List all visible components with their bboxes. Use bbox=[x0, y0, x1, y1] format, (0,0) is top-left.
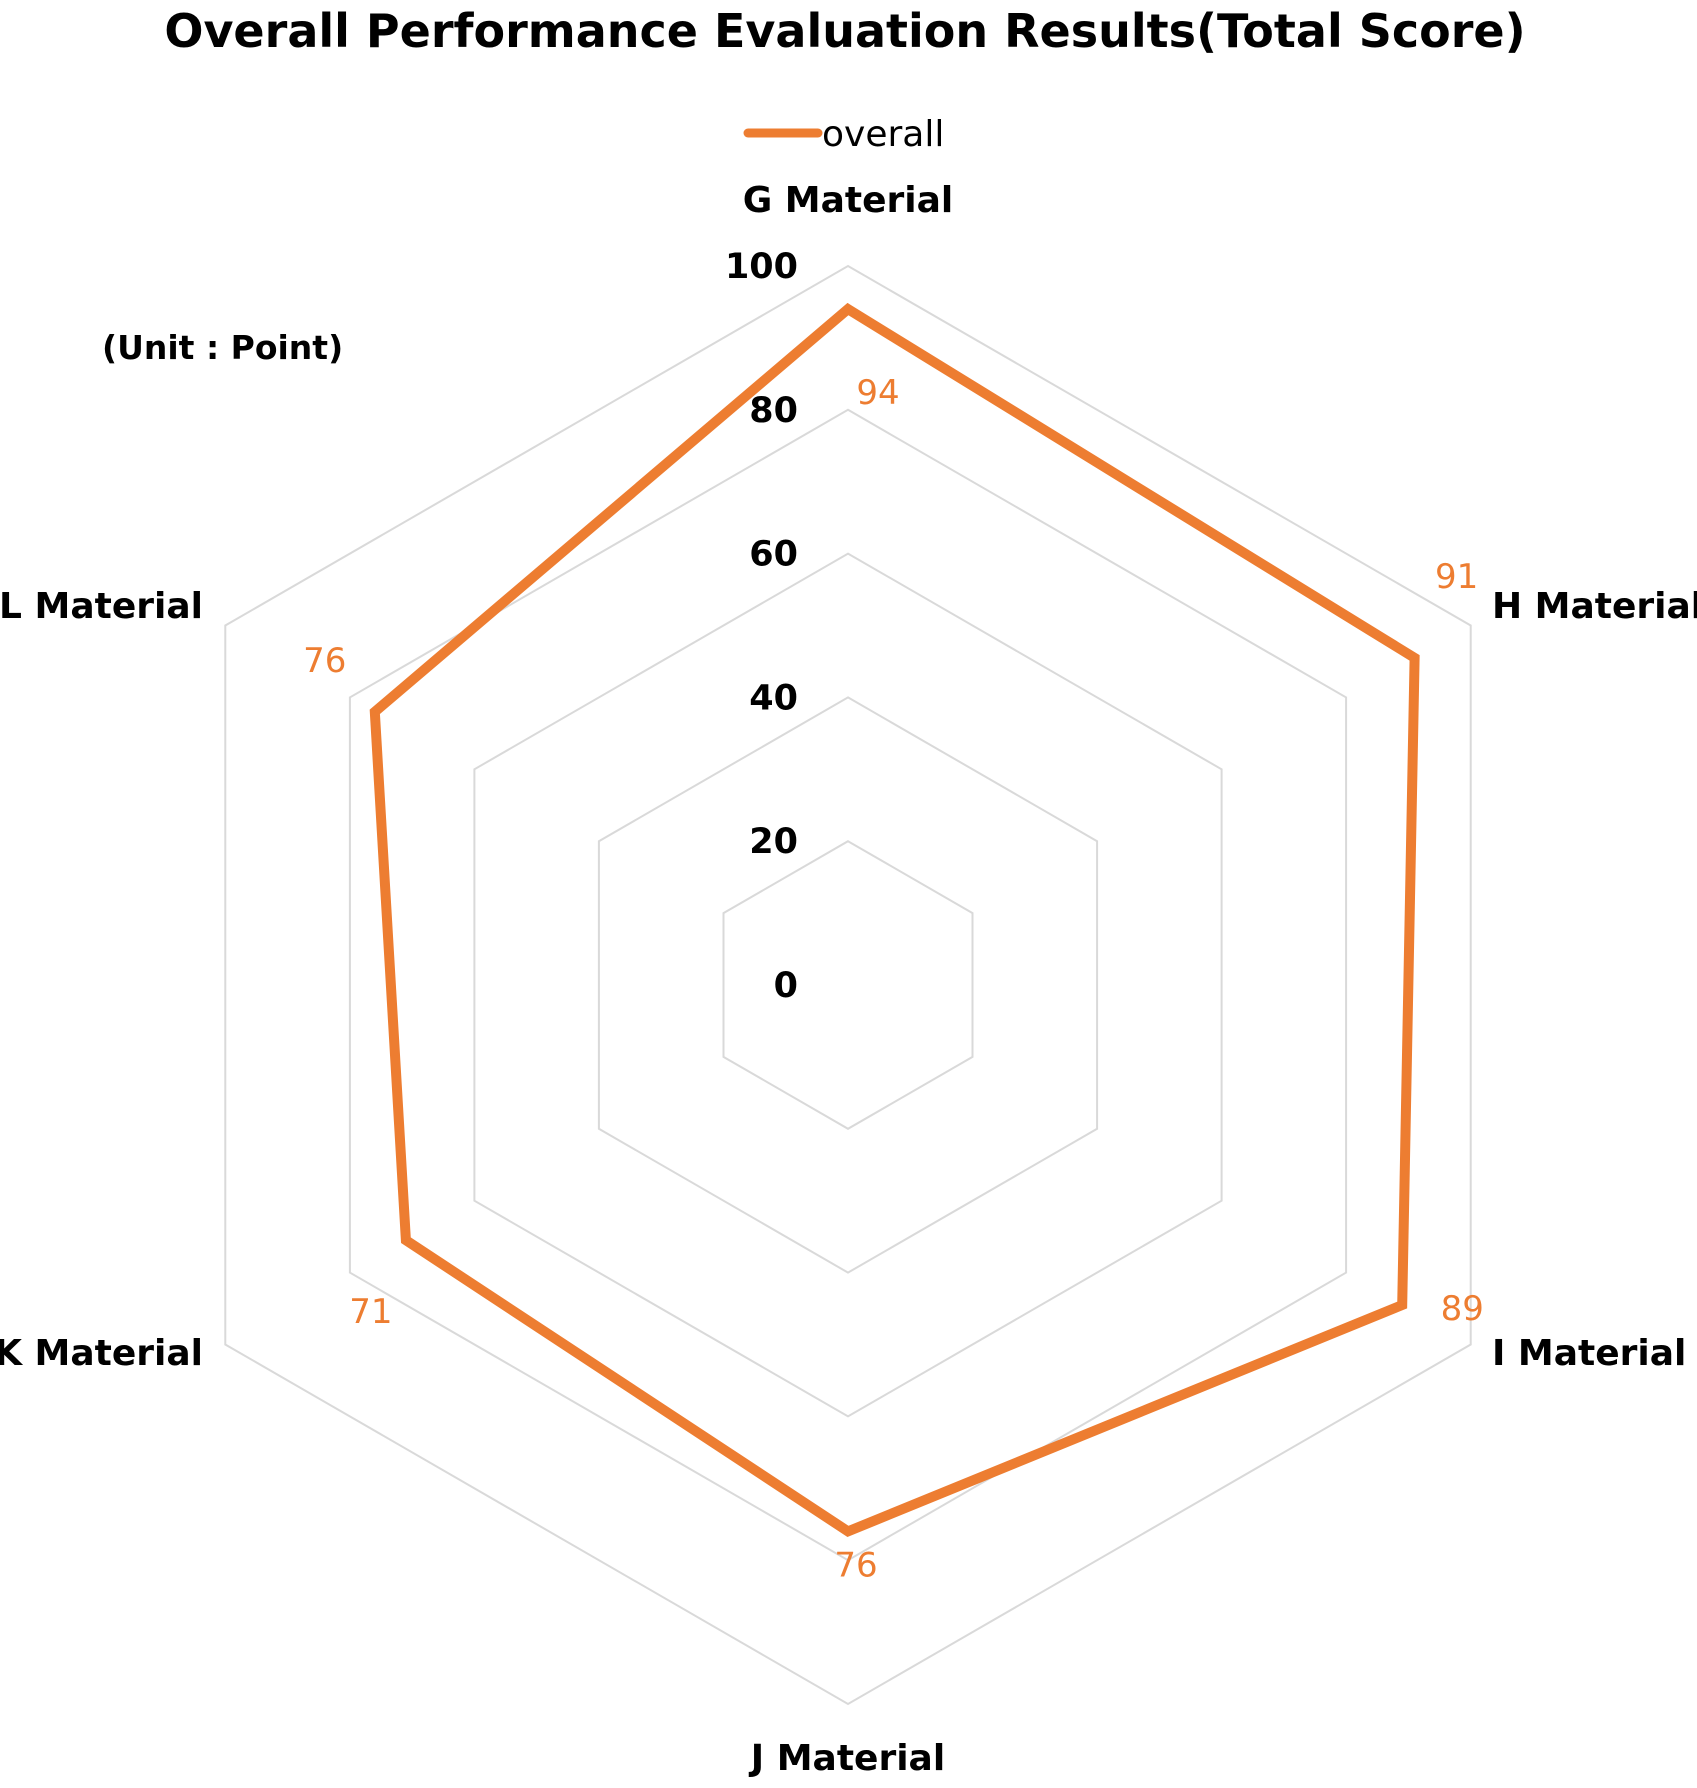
data-point bbox=[1413, 656, 1416, 659]
radar-grid bbox=[224, 264, 1472, 1706]
unit-note: (Unit : Point) bbox=[102, 328, 343, 367]
chart-title: Overall Performance Evaluation Results(T… bbox=[164, 4, 1525, 58]
tick-label: 80 bbox=[749, 391, 798, 431]
radial-tick-labels: 0 20 40 60 80 100 bbox=[725, 247, 798, 1006]
data-point bbox=[373, 710, 376, 713]
category-label: L Material bbox=[0, 586, 203, 627]
tick-label: 20 bbox=[749, 822, 798, 862]
legend: overall bbox=[743, 114, 944, 155]
data-label: 76 bbox=[834, 1545, 877, 1585]
data-point bbox=[404, 1239, 407, 1242]
tick-label: 100 bbox=[725, 247, 798, 287]
grid-ring-100 bbox=[224, 264, 1472, 1706]
category-labels: G Material H Material I Material J Material… bbox=[0, 180, 1697, 1779]
data-label: 71 bbox=[349, 1292, 392, 1332]
tick-label: 40 bbox=[749, 678, 798, 718]
data-label: 91 bbox=[1435, 557, 1478, 597]
data-point bbox=[1401, 1304, 1404, 1306]
data-point bbox=[847, 308, 849, 311]
category-label: H Material bbox=[1492, 586, 1697, 627]
category-label: I Material bbox=[1492, 1333, 1686, 1374]
tick-label: 0 bbox=[774, 966, 798, 1006]
data-label: 94 bbox=[856, 373, 899, 413]
category-label: G Material bbox=[743, 180, 954, 221]
data-labels: 94 91 89 76 71 76 bbox=[303, 373, 1484, 1585]
grid-ring-80 bbox=[348, 408, 1348, 1562]
grid-ring-20 bbox=[722, 840, 974, 1130]
grid-ring-60 bbox=[473, 552, 1223, 1418]
tick-label: 60 bbox=[749, 535, 798, 575]
legend-label: overall bbox=[822, 114, 944, 155]
category-label: J Material bbox=[748, 1738, 945, 1779]
series-line-overall bbox=[369, 302, 1420, 1538]
category-label: K Material bbox=[0, 1333, 203, 1374]
data-label: 89 bbox=[1441, 1289, 1484, 1329]
series-layer bbox=[369, 302, 1420, 1538]
data-label: 76 bbox=[303, 641, 346, 681]
data-point bbox=[847, 1530, 849, 1533]
grid-ring-40 bbox=[597, 696, 1099, 1274]
